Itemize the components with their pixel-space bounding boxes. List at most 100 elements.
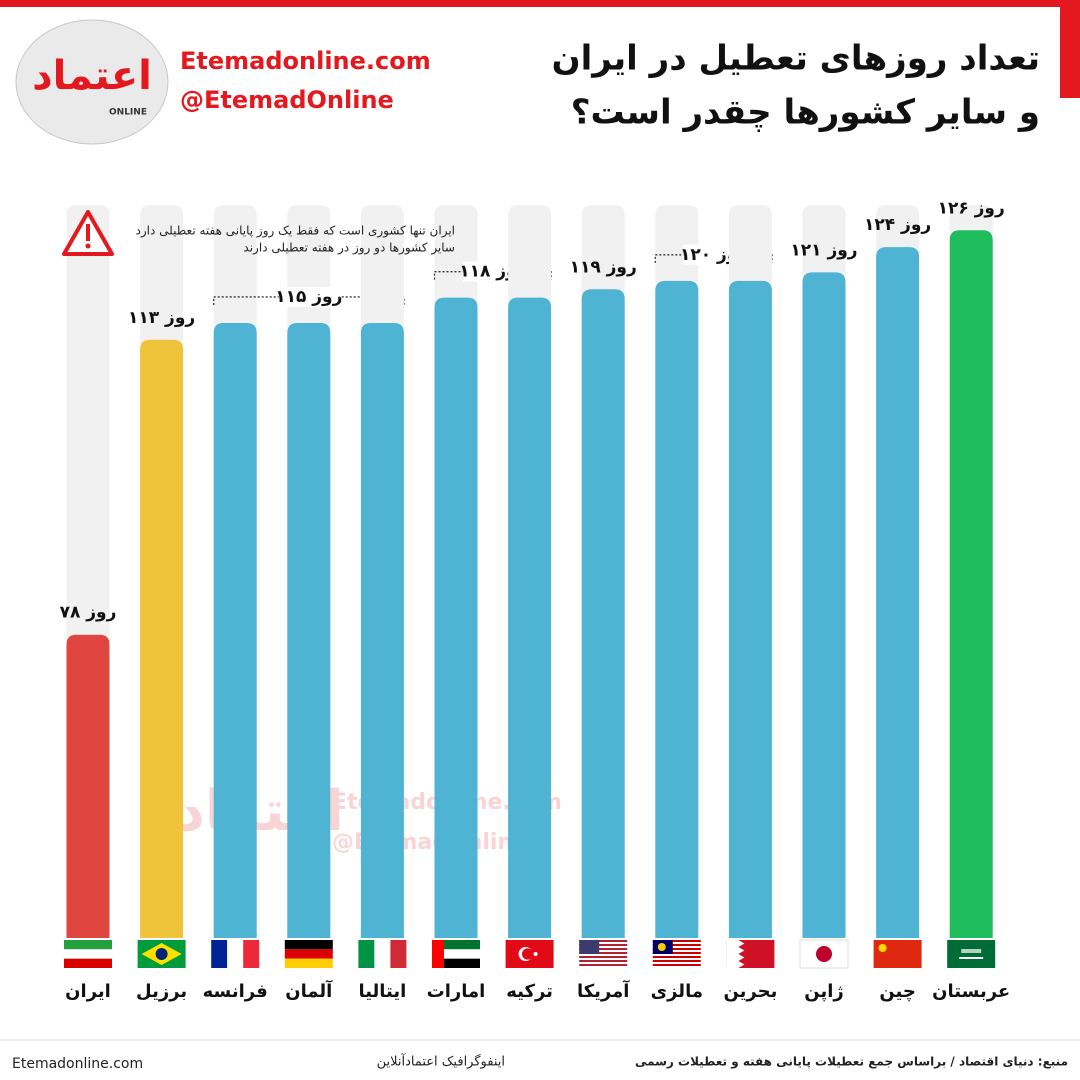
- bar: [581, 289, 625, 938]
- flag-part: [579, 952, 628, 954]
- value-label: ۱۱۹ روز: [570, 257, 637, 277]
- flag-part: [652, 948, 701, 950]
- bar: [213, 322, 257, 939]
- flag-part: [243, 940, 260, 968]
- flag-part: [652, 956, 701, 958]
- flag-part: [211, 940, 228, 968]
- bracket-label-bg: [278, 286, 339, 307]
- flag-part: [284, 958, 333, 968]
- flag-part: [579, 962, 628, 964]
- website: Etemadonline.com: [180, 47, 431, 75]
- category-label: ایتالیا: [358, 981, 406, 1002]
- flag-part: [579, 942, 628, 944]
- flag: [652, 940, 701, 968]
- category-label: عربستان: [932, 981, 1010, 1002]
- flag-part: [579, 958, 628, 960]
- category-label: برزیل: [136, 981, 187, 1002]
- flag-part: [947, 940, 996, 968]
- flag-part: [652, 952, 701, 954]
- bar: [140, 339, 184, 939]
- flag: [505, 940, 554, 968]
- logo-text: اعتماد: [32, 53, 152, 99]
- flag-part: [522, 948, 534, 960]
- flag-part: [432, 940, 444, 968]
- bar: [802, 272, 846, 938]
- title-line: تعداد روزهای تعطیل در ایران: [552, 39, 1040, 79]
- category-label: فرانسه: [203, 981, 268, 1002]
- flag-part: [726, 940, 745, 968]
- flag: [284, 940, 333, 968]
- flag-part: [284, 940, 333, 950]
- flag-part: [652, 962, 701, 964]
- bar: [287, 322, 331, 939]
- flag-part: [652, 942, 701, 944]
- category-label: چین: [879, 981, 916, 1002]
- bracket-label-bg: [462, 261, 523, 282]
- flag: [137, 940, 186, 968]
- plot: ایران ۷۸ روز برزیل ۱۱۳ روز فرانسه آلمان ۱۱۵ رو…: [60, 198, 1011, 1002]
- logo-globe: [15, 19, 169, 145]
- category-label: بحرین: [723, 981, 777, 1002]
- flag-part: [652, 964, 701, 966]
- flag-part: [64, 958, 112, 968]
- flag-part: [533, 952, 538, 956]
- category-label: امارات: [427, 981, 486, 1002]
- category-label: ایران: [65, 981, 111, 1002]
- bar: [434, 297, 478, 938]
- category-label: آلمان: [285, 979, 333, 1002]
- logo: اعتماد ONLINE: [15, 19, 169, 145]
- bracket-label-bg: [683, 244, 744, 265]
- flag-part: [579, 940, 628, 942]
- flag-part: [432, 949, 480, 959]
- flag-part: [652, 944, 701, 946]
- handle: @EtemadOnline: [180, 86, 394, 114]
- side-bar: [1060, 0, 1080, 98]
- credit: اینفوگرافیک اعتمادآنلاین: [377, 1053, 505, 1070]
- flag-part: [579, 946, 628, 948]
- bracket: [213, 296, 405, 305]
- flag-part: [579, 960, 628, 962]
- flag-part: [227, 940, 244, 968]
- warning-icon: [86, 224, 90, 241]
- flag: [211, 940, 260, 968]
- flag-part: [652, 946, 701, 948]
- flag-part: [64, 940, 112, 950]
- flag-part: [579, 964, 628, 966]
- flag-part: [652, 954, 701, 956]
- flag-part: [374, 940, 391, 968]
- flag-part: [959, 957, 984, 959]
- flag-part: [873, 940, 922, 968]
- value-label: ۱۱۳ روز: [128, 308, 195, 328]
- bar: [360, 322, 404, 939]
- flag-part: [579, 940, 600, 954]
- flag: [726, 940, 775, 968]
- bar: [66, 634, 110, 938]
- flag-part: [579, 956, 628, 958]
- flag-part: [652, 966, 701, 968]
- flag-part: [155, 948, 168, 960]
- flag-part: [284, 949, 333, 959]
- category-label: آمریکا: [577, 979, 630, 1002]
- flag-part: [432, 940, 480, 950]
- flag-part: [878, 944, 887, 952]
- bar: [655, 280, 699, 938]
- bar: [508, 297, 552, 938]
- flag-part: [64, 949, 112, 959]
- flag-part: [652, 960, 701, 962]
- value-label: ۱۲۴ روز: [864, 215, 931, 235]
- value-label: ۱۲۶ روز: [938, 198, 1005, 218]
- value-label: ۱۲۱ روز: [790, 240, 857, 260]
- flag-part: [579, 944, 628, 946]
- source: منبع: دنیای اقتصاد / براساس جمع تعطیلات …: [635, 1055, 1068, 1070]
- bar: [728, 280, 772, 938]
- flag-part: [652, 958, 701, 960]
- flag-part: [358, 940, 375, 968]
- category-label: ژاپن: [804, 981, 844, 1002]
- note-line: سایر کشورها دو روز در هفته تعطیلی دارند: [243, 241, 455, 256]
- note-line: ایران تنها کشوری است که فقط یک روز پایان…: [135, 224, 455, 239]
- flag-part: [652, 940, 701, 942]
- category-label: ترکیه: [506, 981, 553, 1002]
- flag: [432, 940, 480, 968]
- bar: [876, 247, 920, 938]
